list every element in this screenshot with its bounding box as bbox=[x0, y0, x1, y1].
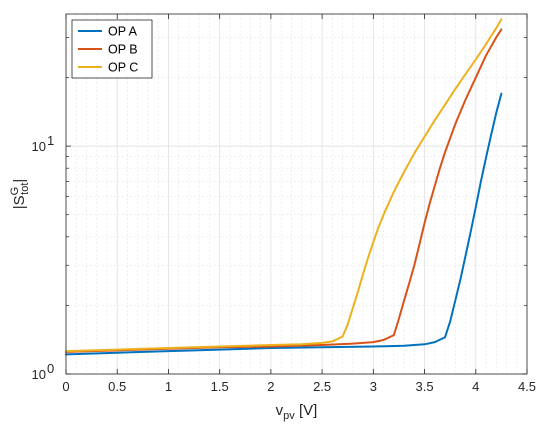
legend: OP A OP B OP C bbox=[71, 19, 153, 79]
axis-ticks bbox=[65, 14, 528, 375]
legend-label: OP C bbox=[108, 61, 138, 75]
legend-label: OP A bbox=[108, 25, 138, 39]
x-tick-label: 1.5 bbox=[211, 379, 229, 394]
y-tick-label: 10 bbox=[32, 367, 46, 382]
x-tick-label: 3 bbox=[370, 379, 377, 394]
x-tick-label: 4 bbox=[472, 379, 479, 394]
x-tick-label: 2.5 bbox=[313, 379, 331, 394]
x-tick-labels: 0 0.5 1 1.5 2 2.5 3 3.5 4 4.5 bbox=[62, 379, 536, 394]
y-tick-label: 10 bbox=[32, 139, 46, 154]
series-line-op-a bbox=[65, 92, 503, 356]
y-tick-exponent: 0 bbox=[47, 361, 54, 376]
x-axis-label: vpv [V] bbox=[276, 402, 318, 422]
x-tick-label: 3.5 bbox=[416, 379, 434, 394]
series-line-op-b bbox=[65, 28, 503, 353]
series-line-op-c bbox=[65, 18, 503, 353]
y-axis-label: |SGtot| bbox=[9, 179, 31, 210]
x-tick-label: 2 bbox=[267, 379, 274, 394]
x-tick-label: 1 bbox=[165, 379, 172, 394]
x-tick-label: 0.5 bbox=[108, 379, 126, 394]
legend-label: OP B bbox=[108, 43, 138, 57]
x-tick-label: 0 bbox=[62, 379, 69, 394]
series-layer bbox=[65, 18, 503, 356]
x-tick-label: 4.5 bbox=[518, 379, 536, 394]
y-tick-exponent: 1 bbox=[47, 133, 54, 148]
legend-entries: OP A OP B OP C bbox=[78, 25, 138, 75]
axes-box bbox=[65, 13, 528, 375]
